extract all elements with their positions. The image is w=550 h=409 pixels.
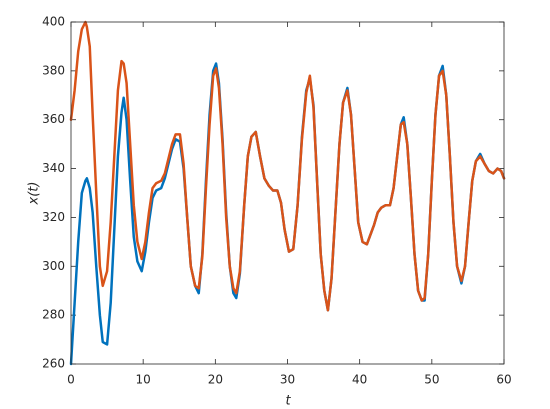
x-tick-label: 0 [67, 373, 75, 387]
y-tick-label: 320 [42, 210, 65, 224]
y-tick-label: 360 [42, 112, 65, 126]
x-tick-label: 40 [352, 373, 367, 387]
x-tick-label: 20 [208, 373, 223, 387]
x-tick-label: 60 [496, 373, 511, 387]
y-tick-label: 380 [42, 63, 65, 77]
x-tick-label: 30 [280, 373, 295, 387]
y-tick-label: 340 [42, 161, 65, 175]
x-tick-label: 50 [424, 373, 439, 387]
axes-box [70, 21, 505, 365]
y-tick-label: 400 [42, 15, 65, 29]
y-axis-label: x(t) [27, 182, 42, 206]
x-axis-label: t [285, 394, 291, 409]
y-tick-label: 280 [42, 308, 65, 322]
y-tick-label: 260 [42, 357, 65, 371]
series-line [69, 20, 506, 312]
x-tick-label: 10 [136, 373, 151, 387]
y-tick-label: 300 [42, 259, 65, 273]
